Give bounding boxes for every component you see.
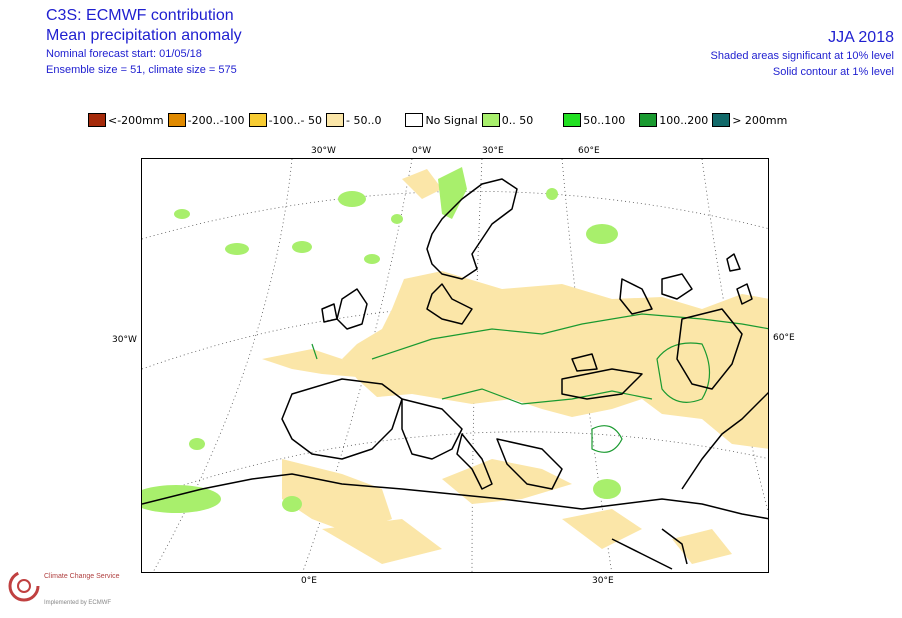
ensemble-size: Ensemble size = 51, climate size = 575 (46, 64, 237, 76)
legend-swatch (712, 113, 731, 127)
logo-sub: Implemented by ECMWF (44, 600, 112, 606)
legend-item: 100..200 (639, 113, 708, 127)
color-legend: <-200mm -200..-100 -100..- 50 - 50..0 No… (88, 112, 791, 128)
anomaly-map (142, 159, 768, 572)
legend-swatch (167, 113, 186, 127)
legend-label: 0.. 50 (501, 113, 534, 127)
legend-label: > 200mm (732, 113, 788, 127)
legend-item: 0.. 50 (481, 113, 534, 127)
legend-label: 100..200 (659, 113, 709, 127)
grid-label-right: 60°E (773, 333, 795, 343)
legend-label: -200..-100 (187, 113, 245, 127)
legend-item: -200..-100 (167, 113, 245, 127)
legend-swatch (563, 113, 582, 127)
logo-name: Climate Change Service (44, 573, 120, 580)
legend-label: <-200mm (108, 113, 164, 127)
dry-anomaly-areas (262, 169, 768, 564)
legend-item: > 200mm (712, 113, 787, 127)
header-left: C3S: ECMWF contribution Mean precipitati… (46, 6, 242, 78)
map-panel (141, 158, 769, 573)
grid-label-bottom: 30°E (592, 576, 614, 586)
grid-label-top: 30°W (311, 146, 336, 156)
shaded-note: Shaded areas significant at 10% level (710, 50, 894, 62)
legend-label: No Signal (425, 113, 478, 127)
legend-swatch (481, 113, 500, 127)
legend-swatch (88, 113, 106, 127)
legend-item: - 50..0 (325, 113, 382, 127)
season-label: JJA 2018 (828, 29, 894, 46)
legend-swatch (248, 113, 267, 127)
legend-item: No Signal (405, 113, 478, 127)
wet-anomaly-areas (142, 167, 621, 513)
significance-contours (311, 313, 768, 453)
subtitle: Mean precipitation anomaly (46, 27, 242, 44)
legend-swatch (639, 113, 658, 127)
coastlines (142, 178, 768, 570)
grid-label-bottom: 0°E (301, 576, 317, 586)
grid-label-left: 30°W (112, 335, 137, 345)
c3s-logo: Climate Change Service Implemented by EC… (6, 566, 136, 612)
legend-label: -100..- 50 (268, 113, 322, 127)
c3s-emblem-icon (8, 570, 40, 602)
legend-swatch (325, 113, 344, 127)
forecast-start: Nominal forecast start: 01/05/18 (46, 48, 202, 60)
title: C3S: ECMWF contribution (46, 7, 234, 24)
grid-label-top: 60°E (578, 146, 600, 156)
legend-swatch (405, 113, 424, 127)
grid-label-top: 0°W (412, 146, 432, 156)
header-right: JJA 2018 Shaded areas significant at 10%… (711, 28, 894, 80)
legend-label: - 50..0 (345, 113, 382, 127)
legend-item: <-200mm (88, 113, 164, 127)
legend-item: 50..100 (563, 113, 625, 127)
legend-label: 50..100 (583, 113, 626, 127)
contour-note: Solid contour at 1% level (772, 66, 894, 78)
legend-item: -100..- 50 (248, 113, 322, 127)
grid-label-top: 30°E (482, 146, 504, 156)
